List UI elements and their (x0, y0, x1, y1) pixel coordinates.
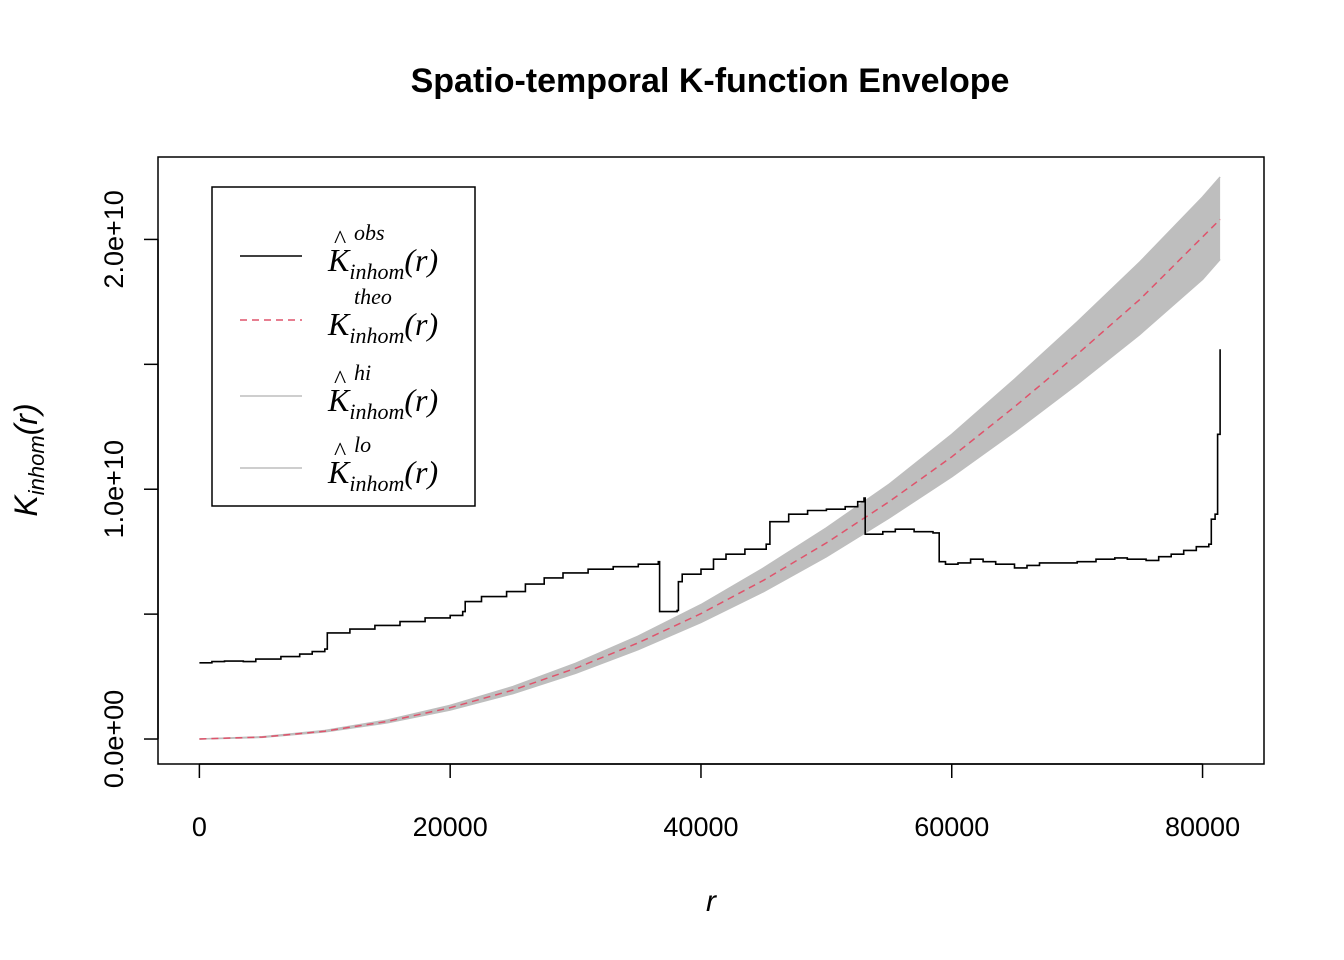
legend-sup-2: theo (354, 284, 392, 309)
series-line-lo (199, 258, 1221, 740)
chart-title: Spatio-temporal K-function Envelope (411, 62, 1010, 100)
legend-hat-3: ^ (334, 365, 346, 394)
y-axis-label: Kinhom(r) (8, 403, 49, 516)
legend-hat-4: ^ (334, 437, 346, 466)
legend-label-3: Kinhom(r) (327, 382, 438, 424)
y-axis-label-sub: inhom (24, 435, 49, 495)
series-line-theo (199, 218, 1221, 740)
y-axis-label-main: K (8, 494, 44, 517)
series-line-hi (199, 176, 1221, 740)
legend-label-4: Kinhom(r) (327, 454, 438, 496)
x-axis: 0 20000 40000 60000 80000 (192, 763, 1240, 842)
legend-label-2: Kinhom(r) (327, 306, 438, 348)
series-line-obs (199, 349, 1221, 664)
x-tick-label: 60000 (914, 812, 989, 842)
legend-sup-3: hi (354, 360, 371, 385)
legend-sup-1: obs (354, 220, 385, 245)
legend-box (211, 186, 476, 507)
x-tick-label: 80000 (1165, 812, 1240, 842)
y-tick-label: 1.0e+10 (99, 440, 129, 538)
legend-hat-1: ^ (334, 225, 346, 254)
series-layer (199, 176, 1221, 740)
x-axis-label: r (706, 885, 717, 918)
y-tick-label: 2.0e+10 (99, 190, 129, 288)
x-tick-label: 20000 (413, 812, 488, 842)
legend-sup-4: lo (354, 432, 371, 457)
y-axis-label-arg: (r) (8, 403, 44, 435)
x-tick-label: 40000 (663, 812, 738, 842)
legend: Kinhom(r)obs^Kinhom(r)theoKinhom(r)hi^Ki… (211, 186, 476, 507)
legend-label-1: Kinhom(r) (327, 242, 438, 284)
x-tick-label: 0 (192, 812, 207, 842)
y-axis: 0.0e+00 1.0e+10 2.0e+10 (99, 190, 159, 788)
y-tick-label: 0.0e+00 (99, 690, 129, 788)
